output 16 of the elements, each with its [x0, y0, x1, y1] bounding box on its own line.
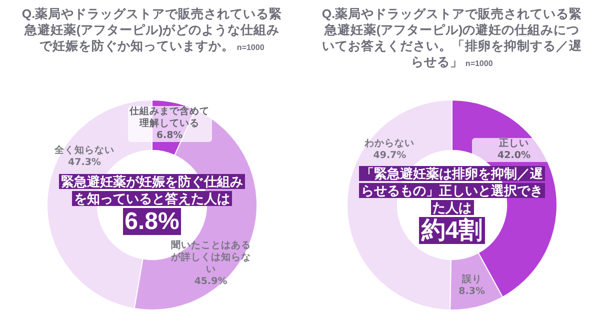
data-label: 49.7% [372, 150, 408, 162]
text: 「緊急避妊薬は排卵を抑制／遅らせるもの」正しいと選択できた人は [359, 166, 545, 214]
data-label: 47.3% [66, 156, 102, 169]
slice-label: 誤り [460, 274, 483, 286]
data-label: 6.8% [155, 130, 184, 142]
data-label: 8.3% [458, 286, 486, 298]
slice-label: 全く知らない [53, 144, 116, 157]
data-label: 42.0% [496, 150, 532, 162]
chart-subtitle: n=1000 [464, 59, 493, 68]
chart-subtitle: n=1000 [236, 43, 264, 52]
slice-label: わからない [364, 138, 416, 150]
text: 緊急避妊薬が妊娠を防ぐ仕組みを知っていると答えた人は [59, 174, 245, 206]
slice-label: 仕組みまで含めて理解している [128, 106, 211, 130]
slice-label: 正しい [498, 138, 530, 150]
text: 6.8% [122, 208, 182, 235]
text: 約4割 [419, 216, 485, 244]
